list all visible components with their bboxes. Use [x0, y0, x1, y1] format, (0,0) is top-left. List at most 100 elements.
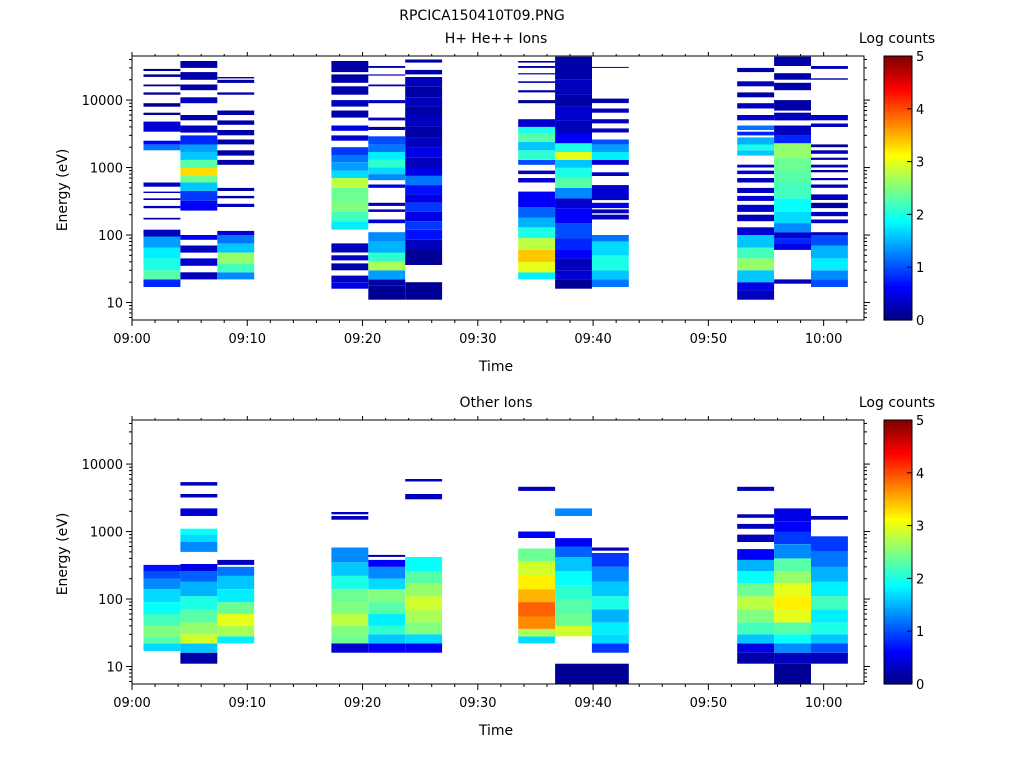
- colorbar-swatch: [884, 670, 912, 675]
- colorbar-swatch: [884, 280, 912, 284]
- colorbar-swatch: [884, 56, 912, 60]
- spectrogram-cell: [368, 184, 406, 188]
- colorbar-swatch: [884, 87, 912, 91]
- spectrogram-cell: [774, 243, 811, 250]
- colorbar-frame: [883, 55, 913, 321]
- spectrogram-cell: [405, 634, 443, 644]
- colorbar-swatch: [884, 156, 912, 160]
- spectrogram-cell: [774, 652, 811, 664]
- colorbar-swatch: [884, 472, 912, 477]
- colorbar-swatch: [884, 517, 912, 521]
- panel-other-ions: Other Ions 09:00 09:10 09:20 09:30 09:40 09:5…: [55, 395, 935, 739]
- spectrogram-cell: [774, 157, 811, 171]
- colorbar-frame: [883, 419, 913, 685]
- spectrogram-cell: [737, 282, 775, 291]
- colorbar-swatch: [884, 58, 912, 62]
- colorbar-swatch: [884, 625, 912, 630]
- spectrogram-cell: [737, 247, 775, 259]
- spectrogram-cell: [331, 547, 369, 563]
- spectrogram-cell: [811, 279, 848, 287]
- spectrogram-cell: [811, 551, 848, 567]
- colorbar-swatch: [884, 98, 912, 102]
- spectrogram-cell: [405, 126, 443, 138]
- spectrogram-cell: [217, 575, 255, 590]
- colorbar-swatch: [884, 188, 912, 192]
- colorbar-tick-label: 3: [916, 520, 924, 535]
- spectrogram-cell: [143, 636, 181, 644]
- spectrogram-cell: [774, 143, 811, 158]
- colorbar-swatch: [884, 85, 912, 89]
- colorbar-swatch: [884, 272, 912, 276]
- colorbar-swatch: [884, 63, 912, 68]
- spectrogram-cell: [518, 133, 556, 142]
- spectrogram-cell: [737, 643, 775, 653]
- spectrogram-cell: [331, 602, 369, 614]
- colorbar-tick-label: 4: [916, 467, 924, 482]
- spectrogram-cell: [555, 94, 592, 107]
- spectrogram-cell: [405, 622, 443, 635]
- colorbar-swatch: [884, 496, 912, 500]
- spectrogram-cell: [143, 112, 181, 115]
- spectrogram-cell: [368, 152, 406, 160]
- spectrogram-cell: [180, 534, 218, 542]
- colorbar-swatch: [884, 533, 912, 537]
- spectrogram-cell: [180, 622, 218, 635]
- spectrogram-cell: [180, 115, 218, 121]
- spectrogram-cell: [143, 279, 181, 287]
- spectrogram-cell: [518, 531, 556, 538]
- spectrogram-cell: [811, 609, 848, 623]
- spectrogram-cell: [331, 221, 369, 230]
- colorbar-swatch: [884, 594, 912, 598]
- spectrogram-cell: [811, 202, 848, 209]
- colorbar-swatch: [884, 475, 912, 479]
- spectrogram-cell: [368, 100, 406, 104]
- spectrogram-cell: [368, 241, 406, 253]
- x-axis-label-top: Time: [478, 359, 513, 375]
- colorbar-swatch: [884, 306, 912, 311]
- spectrogram-cell: [180, 152, 218, 160]
- spectrogram-cell: [331, 636, 369, 644]
- spectrogram-cell: [811, 157, 848, 160]
- spectrogram-cell: [555, 208, 592, 224]
- spectrogram-cell: [331, 162, 369, 171]
- spectrogram-cell: [591, 241, 629, 256]
- spectrogram-cell: [143, 589, 181, 603]
- spectrogram-cell: [737, 137, 775, 145]
- colorbar-swatch: [884, 309, 912, 313]
- spectrogram-cell: [143, 614, 181, 626]
- spectrogram-cell: [143, 602, 181, 614]
- spectrogram-cell: [368, 66, 406, 68]
- colorbar-swatch: [884, 420, 912, 424]
- spectrogram-cell: [217, 272, 255, 280]
- spectrogram-cell: [555, 187, 592, 199]
- spectrogram-cell: [180, 61, 218, 68]
- x-tick-label: 09:10: [229, 696, 266, 711]
- colorbar-swatch: [884, 293, 912, 297]
- x-tick-label: 09:30: [459, 696, 496, 711]
- axes-top: 09:00 09:10 09:20 09:30 09:40 09:50 10:00 10 100…: [82, 52, 870, 347]
- spectrogram-cell: [217, 625, 255, 637]
- spectrogram-cell: [143, 217, 181, 220]
- colorbar-swatch: [884, 525, 912, 529]
- spectrogram-cell: [811, 232, 848, 235]
- colorbar-swatch: [884, 449, 912, 453]
- spectrogram-cell: [774, 56, 811, 66]
- spectrogram-cell: [591, 172, 629, 176]
- spectrogram-cell: [331, 86, 369, 95]
- spectrogram-cell: [737, 204, 775, 212]
- colorbar-swatch: [884, 314, 912, 318]
- spectrogram-cell: [217, 636, 255, 644]
- spectrogram-cell: [774, 232, 811, 239]
- x-tick-label: 10:00: [805, 332, 842, 347]
- spectrogram-cell: [331, 562, 369, 576]
- colorbar-swatch: [884, 240, 912, 245]
- colorbar-swatch: [884, 451, 912, 455]
- colorbar-swatch: [884, 628, 912, 632]
- colorbar-swatch: [884, 522, 912, 527]
- spectrogram-cell: [405, 583, 443, 597]
- spectrogram-cell: [368, 578, 406, 590]
- spectrogram-cell: [331, 589, 369, 603]
- colorbar-swatch: [884, 304, 912, 308]
- spectrogram-cell: [811, 144, 848, 148]
- spectrogram-cell: [518, 126, 556, 134]
